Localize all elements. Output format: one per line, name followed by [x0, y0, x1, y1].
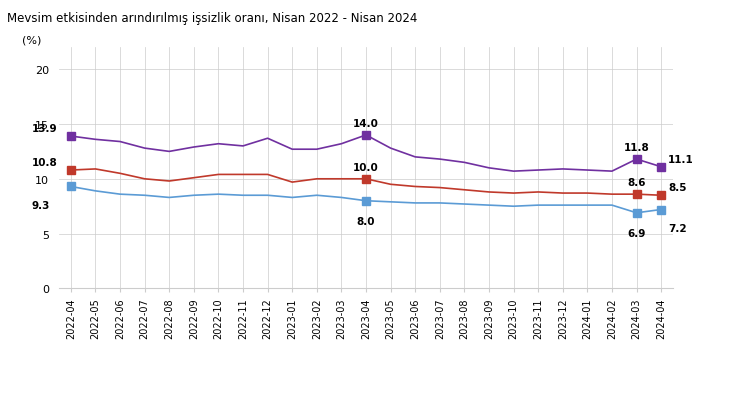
Legend: Toplam, Erkek, Kadın: Toplam, Erkek, Kadın — [263, 400, 469, 401]
Text: 13.9: 13.9 — [32, 124, 58, 134]
Text: 8.6: 8.6 — [627, 178, 646, 188]
Text: 9.3: 9.3 — [32, 201, 51, 211]
Text: 10.0: 10.0 — [353, 162, 379, 172]
Text: 11.1: 11.1 — [668, 154, 694, 164]
Text: 11.8: 11.8 — [624, 143, 649, 153]
Text: 8.5: 8.5 — [668, 183, 687, 193]
Text: (%): (%) — [22, 36, 41, 46]
Text: 8.0: 8.0 — [356, 217, 376, 227]
Text: 7.2: 7.2 — [668, 224, 687, 234]
Text: 10.8: 10.8 — [32, 158, 58, 168]
Text: Mevsim etkisinden arındırılmış işsizlik oranı, Nisan 2022 - Nisan 2024: Mevsim etkisinden arındırılmış işsizlik … — [7, 12, 418, 25]
Text: 14.0: 14.0 — [353, 119, 379, 129]
Text: 6.9: 6.9 — [627, 229, 646, 239]
